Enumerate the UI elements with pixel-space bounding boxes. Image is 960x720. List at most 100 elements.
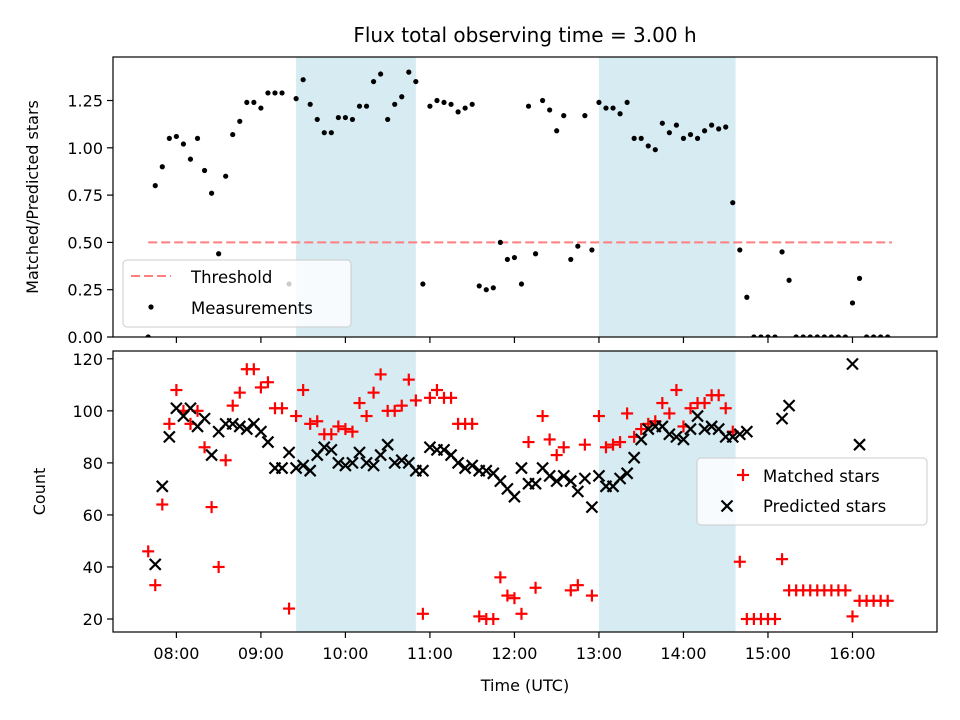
- measurement-point: [223, 173, 229, 179]
- bottom-panel: 20 40 60 80 100 120 08:00 09:00 10:00 11:00 12:00 1…: [30, 350, 938, 695]
- measurement-point: [603, 105, 609, 111]
- legend: Matched stars Predicted stars: [696, 457, 928, 526]
- matched-star-point: [233, 386, 246, 399]
- matched-star-point: [163, 417, 176, 430]
- measurement-point: [497, 239, 503, 246]
- predicted-star-point: [367, 459, 380, 472]
- y-tick-label: 100: [72, 402, 103, 421]
- measurement-point: [645, 143, 651, 149]
- predicted-star-point: [198, 412, 211, 425]
- measurement-point: [413, 78, 419, 85]
- measurement-point: [328, 130, 334, 136]
- matched-star-point: [170, 384, 183, 397]
- predicted-star-point: [592, 469, 606, 483]
- predicted-star-point: [296, 459, 310, 472]
- y-tick-label: 0.25: [67, 281, 103, 300]
- predicted-star-point: [782, 399, 796, 412]
- predicted-star-point: [332, 456, 345, 470]
- predicted-star-point: [423, 440, 437, 454]
- marker-stroke: [156, 480, 169, 493]
- marker-stroke: [360, 456, 373, 470]
- measurement-point: [624, 99, 630, 106]
- marker-stroke: [691, 409, 704, 423]
- measurement-point: [279, 90, 285, 96]
- top-panel: 0.00 0.25 0.50 0.75 1.00 1.25 Matched/Predicte…: [23, 56, 938, 347]
- marker-stroke: [656, 420, 669, 433]
- plot-area: [142, 351, 894, 632]
- measurement-point: [378, 71, 384, 77]
- measurement-point: [652, 147, 658, 153]
- marker-stroke: [353, 446, 366, 459]
- measurement-point: [356, 103, 363, 109]
- marker-stroke: [423, 440, 437, 454]
- matched-star-point: [550, 449, 563, 462]
- legend-threshold-label: Threshold: [190, 268, 272, 287]
- marker-stroke: [367, 459, 380, 472]
- predicted-star-point: [226, 417, 240, 431]
- measurement-point: [680, 135, 687, 141]
- matched-star-point: [557, 441, 570, 454]
- marker-stroke: [733, 427, 747, 441]
- matched-star-point: [578, 438, 591, 451]
- predicted-star-point: [388, 456, 401, 470]
- marker-stroke: [226, 417, 240, 431]
- measurement-point: [687, 131, 694, 138]
- matched-star-point: [846, 610, 859, 623]
- matched-star-point: [536, 410, 549, 423]
- marker-stroke: [515, 461, 528, 475]
- x-tick-label: 13:00: [576, 644, 622, 663]
- measurement-point: [448, 101, 454, 107]
- measurement-point: [666, 130, 672, 136]
- measurement-point: [399, 94, 405, 100]
- observing-window-shade: [598, 57, 736, 337]
- matched-star-point: [881, 594, 894, 607]
- matched-star-point: [409, 394, 422, 407]
- predicted-star-point: [585, 500, 599, 514]
- predicted-star-point: [163, 430, 176, 444]
- predicted-star-point: [571, 485, 585, 498]
- matched-star-point: [374, 368, 387, 381]
- predicted-star-point: [205, 448, 218, 462]
- matched-star-point: [719, 402, 732, 415]
- y-tick-label: 0.50: [67, 233, 103, 252]
- measurement-point: [807, 334, 813, 337]
- matched-star-point: [325, 428, 338, 441]
- marker-stroke: [564, 474, 578, 488]
- predicted-star-point: [289, 461, 303, 475]
- matched-star-point: [501, 589, 514, 602]
- marker-stroke: [148, 558, 162, 571]
- y-tick-label: 40: [83, 558, 103, 577]
- marker-stroke: [620, 467, 634, 480]
- marker-stroke: [613, 472, 627, 485]
- predicted-star-point: [374, 448, 387, 462]
- measurement-point: [540, 97, 546, 104]
- measurement-point: [469, 101, 475, 107]
- measurement-point: [511, 254, 518, 261]
- measurement-point: [504, 256, 510, 263]
- matched-star-point: [226, 399, 239, 412]
- matched-star-point: [304, 417, 317, 430]
- marker-stroke: [318, 440, 331, 454]
- legend-measurements-swatch: [148, 304, 154, 310]
- measurement-point: [863, 334, 870, 337]
- measurement-point: [342, 114, 349, 121]
- matched-star-point: [466, 417, 479, 430]
- matched-star-point: [430, 384, 443, 397]
- matched-star-point: [261, 376, 274, 389]
- marker-stroke: [627, 451, 641, 464]
- marker-stroke: [712, 422, 725, 436]
- measurement-point: [293, 96, 299, 102]
- measurement-point: [638, 135, 644, 141]
- marker-stroke: [416, 464, 430, 477]
- predicted-star-point: [346, 456, 359, 470]
- marker-stroke: [663, 427, 676, 441]
- measurement-point: [532, 251, 539, 257]
- matched-star-point: [571, 579, 584, 592]
- measurement-point: [849, 300, 856, 306]
- measurement-point: [314, 116, 320, 123]
- matched-star-point: [198, 441, 211, 454]
- marker-stroke: [592, 469, 606, 483]
- measurement-point: [730, 200, 736, 206]
- matched-star-point: [839, 584, 852, 597]
- measurement-point: [554, 128, 560, 134]
